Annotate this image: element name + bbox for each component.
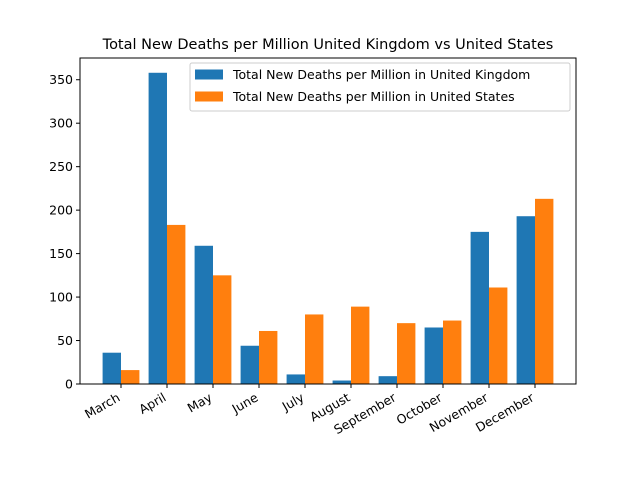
bar-uk-july <box>286 374 305 384</box>
bar-us-march <box>121 370 140 384</box>
bar-us-october <box>443 320 462 384</box>
y-tick-label: 0 <box>65 377 73 392</box>
bar-uk-june <box>240 345 259 384</box>
x-tick-label-may: May <box>185 389 215 415</box>
bar-us-june <box>259 330 278 384</box>
y-tick-label: 250 <box>49 159 73 174</box>
bar-uk-september <box>378 376 397 384</box>
legend: Total New Deaths per Million in United K… <box>189 62 571 112</box>
y-tick-label: 100 <box>49 290 73 305</box>
y-tick-label: 50 <box>57 333 73 348</box>
bar-us-september <box>397 323 416 384</box>
legend-swatch-us <box>195 91 223 102</box>
x-tick-label-april: April <box>136 390 168 417</box>
y-tick-label: 350 <box>49 72 73 87</box>
legend-box <box>189 62 571 112</box>
bar-uk-november <box>470 231 489 384</box>
chart-title: Total New Deaths per Million United King… <box>102 37 554 53</box>
bar-us-december <box>535 198 554 384</box>
bar-uk-may <box>194 245 213 384</box>
x-tick-label-march: March <box>82 390 123 422</box>
x-tick-label-june: June <box>229 389 261 416</box>
y-tick-label: 300 <box>49 116 73 131</box>
x-tick-label-july: July <box>279 389 307 414</box>
bar-uk-march <box>102 352 121 384</box>
plot-frame <box>79 57 577 385</box>
bar-us-august <box>351 306 370 384</box>
legend-swatch-uk <box>195 69 223 80</box>
bar-uk-august <box>332 380 351 384</box>
y-tick-label: 200 <box>49 203 73 218</box>
bar-us-may <box>213 275 232 384</box>
bar-us-april <box>167 224 186 384</box>
bars-layer <box>102 72 554 385</box>
x-axis: March April May June July AugustSeptemberOcto… <box>82 384 537 437</box>
bar-us-november <box>489 287 508 384</box>
y-axis: 0 50 100 150 200 250 300 350 <box>49 72 80 392</box>
legend-label-us: Total New Deaths per Million in United S… <box>232 89 515 104</box>
bar-us-july <box>305 314 324 384</box>
y-tick-label: 150 <box>49 246 73 261</box>
bar-uk-october <box>424 327 443 384</box>
legend-label-uk: Total New Deaths per Million in United K… <box>232 67 530 82</box>
bar-uk-december <box>516 216 535 384</box>
bar-uk-april <box>148 72 167 385</box>
